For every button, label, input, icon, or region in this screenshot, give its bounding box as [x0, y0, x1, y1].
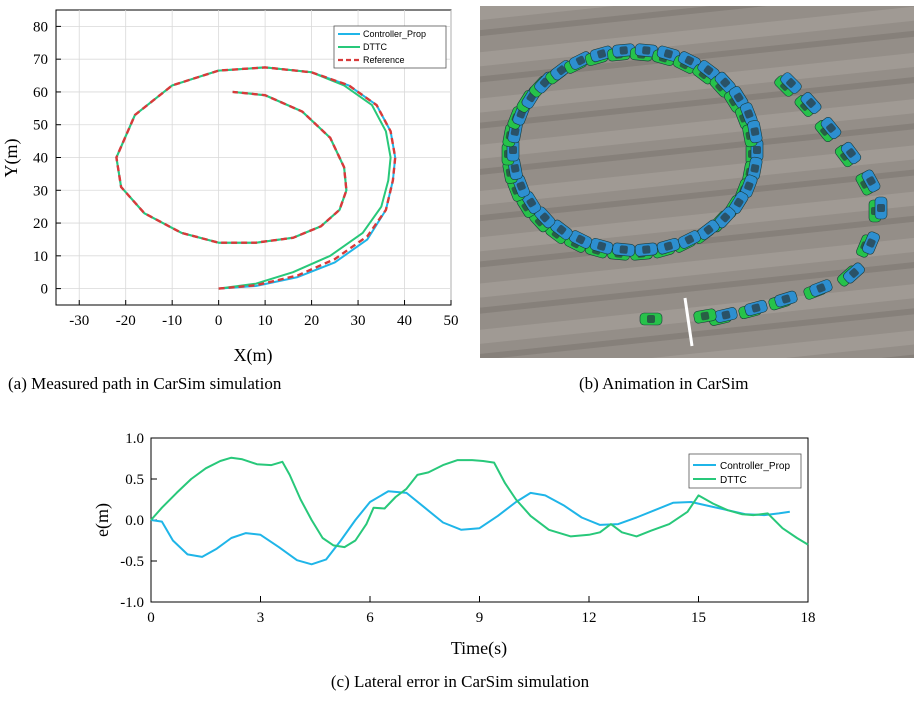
x-tick-label: 6: [366, 610, 374, 626]
vehicle-controller: [744, 299, 768, 317]
x-tick-label: 12: [582, 610, 597, 626]
series-line-dttc: [150, 456, 809, 549]
vehicle-controller: [634, 242, 658, 257]
series-lines: [150, 456, 809, 566]
vehicle-controller: [714, 206, 736, 229]
x-tick-label: -10: [162, 313, 182, 329]
y-tick-label: 40: [33, 151, 48, 167]
vehicle-controller: [714, 307, 738, 323]
vehicle-controller: [740, 102, 758, 126]
vehicle-controller: [809, 279, 833, 297]
vehicle-controller: [697, 60, 720, 81]
path-chart: -30 -20 -10 0 10 20 30 40 50 0 10 20 30 40 50 60 70 80 X(…: [1, 9, 459, 366]
x-axis-label: Time(s): [451, 638, 507, 659]
vehicle-controller: [634, 43, 658, 58]
legend-label-controller: Controller_Prop: [720, 461, 790, 472]
legend-label-reference: Reference: [363, 55, 405, 65]
vehicle-controller: [874, 196, 888, 220]
lateral-error-chart: 0 3 6 9 12 15 18 -1.0 -0.5 0.0 0.5 1.0 Time(s) e(m)…: [92, 431, 816, 659]
vehicle-controller: [820, 116, 842, 140]
x-tick-label: 15: [691, 610, 706, 626]
start-line: [683, 297, 694, 347]
y-tick-label: 20: [33, 216, 48, 232]
path-chart-panel: -30 -20 -10 0 10 20 30 40 50 0 10 20 30 40 50 60 70 80 X(…: [0, 0, 460, 400]
legend: Controller_Prop DTTC: [688, 453, 802, 489]
vehicle-controller: [843, 262, 865, 284]
caption-c: (c) Lateral error in CarSim simulation: [330, 672, 590, 691]
series-line-reference: [115, 66, 397, 290]
vehicle-controller: [840, 141, 862, 165]
legend-box: [688, 453, 802, 489]
y-axis-label: Y(m): [1, 139, 22, 178]
x-tick-label: 3: [257, 610, 265, 626]
vehicle-controller: [590, 238, 614, 255]
vehicle-dttc: [693, 308, 717, 324]
legend-label-controller: Controller_Prop: [363, 29, 426, 39]
y-tick-label: 0: [41, 282, 49, 298]
vehicle-controller: [861, 169, 881, 193]
vehicle-controller: [612, 242, 636, 257]
vehicle-controller: [747, 120, 763, 144]
y-tick-label: -0.5: [120, 554, 144, 570]
caption-a: (a) Measured path in CarSim simulation: [8, 374, 282, 393]
caption-b: (b) Animation in CarSim: [579, 374, 749, 393]
y-tick-label: 30: [33, 183, 48, 199]
y-tick-label: 50: [33, 118, 48, 134]
x-tick-label: -20: [116, 313, 136, 329]
y-tick-label: 60: [33, 85, 48, 101]
y-tick-label: 70: [33, 52, 48, 68]
vehicle-controller: [780, 72, 802, 94]
x-tick-label: 40: [397, 313, 412, 329]
series-line-controller-prop: [150, 490, 790, 566]
x-tick-label: 10: [258, 313, 273, 329]
y-axis-label: e(m): [92, 503, 113, 537]
lateral-error-panel: 0 3 6 9 12 15 18 -1.0 -0.5 0.0 0.5 1.0 Time(s) e(m)…: [0, 420, 920, 700]
animation-panel: [480, 6, 914, 358]
vehicle-controller: [800, 92, 822, 114]
vehicle-controller: [521, 191, 541, 214]
x-tick-label: 9: [476, 610, 484, 626]
axis-ticks: 0 3 6 9 12 15 18 -1.0 -0.5 0.0 0.5 1.0: [120, 431, 815, 626]
vehicle-controller: [697, 219, 720, 240]
x-tick-label: 20: [304, 313, 319, 329]
series-lines: [115, 66, 397, 290]
x-tick-label: 18: [801, 610, 816, 626]
y-tick-label: 80: [33, 19, 48, 35]
series-line-dttc: [115, 66, 392, 290]
y-tick-label: 10: [33, 249, 48, 265]
legend: Controller_Prop DTTC Reference: [333, 25, 447, 69]
vehicle-trail: [501, 43, 888, 326]
x-axis-label: X(m): [234, 345, 273, 366]
carsim-animation-scene: [480, 6, 914, 358]
y-tick-label: 0.0: [125, 513, 144, 529]
vehicle-controller: [656, 238, 680, 255]
vehicle-controller: [714, 71, 736, 94]
vehicle-controller: [750, 138, 764, 162]
axis-ticks: -30 -20 -10 0 10 20 30 40 50 0 10 20 30 40 50 60 70 80: [33, 19, 459, 329]
x-tick-label: 50: [444, 313, 459, 329]
x-tick-label: 30: [351, 313, 366, 329]
grid: [56, 10, 452, 305]
vehicle-controller: [862, 231, 880, 255]
series-line-controller-prop: [115, 66, 397, 290]
x-tick-label: 0: [147, 610, 155, 626]
vehicle-controller: [774, 290, 798, 308]
legend-label-dttc: DTTC: [720, 475, 747, 486]
y-tick-label: 0.5: [125, 472, 144, 488]
y-tick-label: -1.0: [120, 595, 144, 611]
x-tick-label: 0: [215, 313, 223, 329]
y-tick-label: 1.0: [125, 431, 144, 447]
x-tick-label: -30: [69, 313, 89, 329]
vehicle-controller: [534, 206, 556, 229]
legend-label-dttc: DTTC: [363, 42, 387, 52]
vehicle-controller: [747, 156, 763, 180]
vehicle-controller: [612, 43, 636, 58]
vehicle-dttc: [639, 312, 663, 326]
